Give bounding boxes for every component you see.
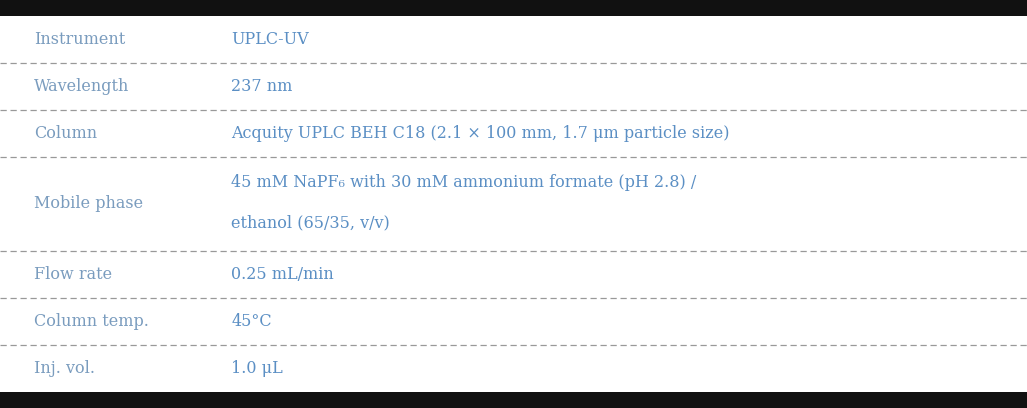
Text: UPLC-UV: UPLC-UV: [231, 31, 309, 48]
Text: Flow rate: Flow rate: [34, 266, 112, 283]
Text: 0.25 mL/min: 0.25 mL/min: [231, 266, 334, 283]
Text: Mobile phase: Mobile phase: [34, 195, 143, 213]
Text: Wavelength: Wavelength: [34, 78, 129, 95]
Text: 237 nm: 237 nm: [231, 78, 293, 95]
Bar: [0, 0, 1027, 16]
Text: 1.0 μL: 1.0 μL: [231, 360, 282, 377]
Text: 45 mM NaPF₆ with 30 mM ammonium formate (pH 2.8) /: 45 mM NaPF₆ with 30 mM ammonium formate …: [231, 174, 696, 191]
Text: Inj. vol.: Inj. vol.: [34, 360, 94, 377]
Text: Column: Column: [34, 125, 97, 142]
Text: 45°C: 45°C: [231, 313, 272, 330]
Text: Instrument: Instrument: [34, 31, 125, 48]
Bar: [0, 392, 1027, 408]
Text: ethanol (65/35, v/v): ethanol (65/35, v/v): [231, 214, 390, 231]
Text: Column temp.: Column temp.: [34, 313, 149, 330]
Text: Acquity UPLC BEH C18 (2.1 × 100 mm, 1.7 μm particle size): Acquity UPLC BEH C18 (2.1 × 100 mm, 1.7 …: [231, 125, 729, 142]
